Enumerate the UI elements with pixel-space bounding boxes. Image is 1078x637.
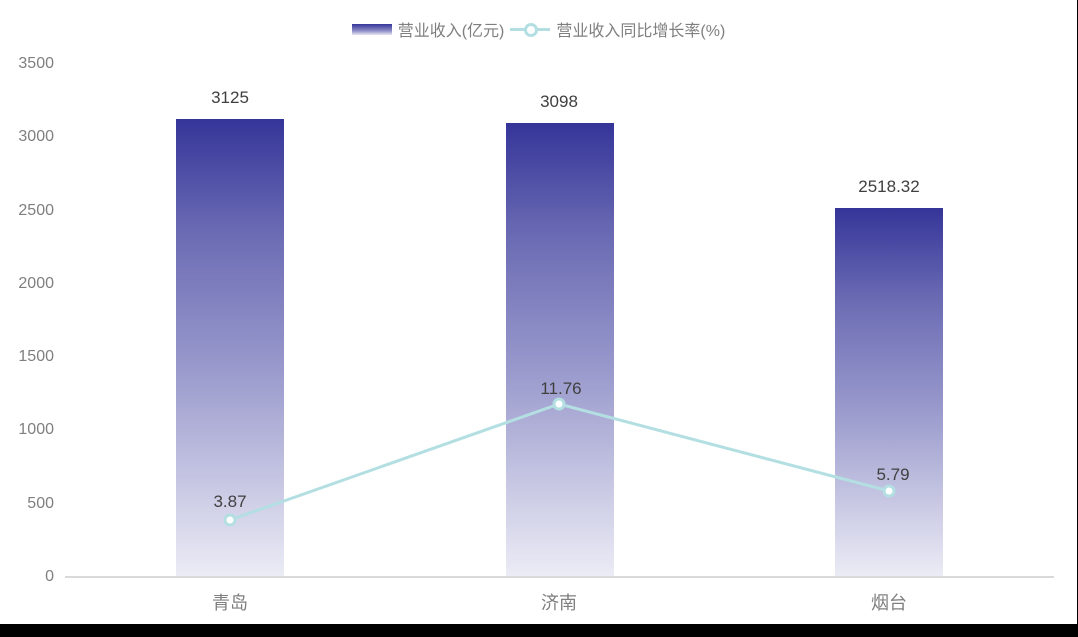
- bar-qingdao[interactable]: [176, 119, 284, 577]
- line-marker-swatch-icon: [510, 22, 551, 37]
- y-tick: 500: [27, 495, 54, 512]
- growth-line: [223, 397, 896, 527]
- line-point-jinan[interactable]: [552, 397, 566, 411]
- y-tick: 0: [45, 568, 54, 585]
- y-tick: 1000: [18, 421, 54, 438]
- line-value-label: 11.76: [540, 379, 582, 398]
- bar-value-label: 2518.32: [858, 177, 920, 196]
- y-tick: 2000: [18, 275, 54, 292]
- x-category-label: 烟台: [871, 593, 907, 613]
- x-axis-line: [65, 576, 1054, 578]
- y-tick: 1500: [18, 348, 54, 365]
- y-tick: 3500: [18, 55, 54, 72]
- legend-label-growth: 营业收入同比增长率(%): [556, 23, 726, 40]
- line-value-label: 5.79: [876, 465, 910, 484]
- x-category-label: 青岛: [212, 593, 248, 613]
- legend-item-growth[interactable]: 营业收入同比增长率(%): [510, 17, 725, 41]
- y-tick: 2500: [18, 202, 54, 219]
- legend-label-revenue: 营业收入(亿元): [397, 23, 505, 40]
- legend: 营业收入(亿元) 营业收入同比增长率(%): [0, 17, 1077, 41]
- bar-value-label: 3098: [540, 92, 578, 111]
- bar-value-label: 3125: [211, 88, 249, 107]
- bar-swatch-icon: [351, 23, 392, 35]
- line-point-qingdao[interactable]: [223, 513, 237, 527]
- bar-yantai[interactable]: [835, 208, 943, 577]
- legend-item-revenue[interactable]: 营业收入(亿元): [351, 17, 505, 41]
- x-category-label: 济南: [541, 593, 577, 613]
- chart-area: 营业收入(亿元) 营业收入同比增长率(%) 3500 3000 2500 200…: [0, 0, 1077, 624]
- bar-jinan[interactable]: [506, 123, 614, 577]
- line-point-yantai[interactable]: [882, 484, 896, 498]
- y-tick: 3000: [18, 128, 54, 145]
- line-value-label: 3.87: [213, 492, 247, 511]
